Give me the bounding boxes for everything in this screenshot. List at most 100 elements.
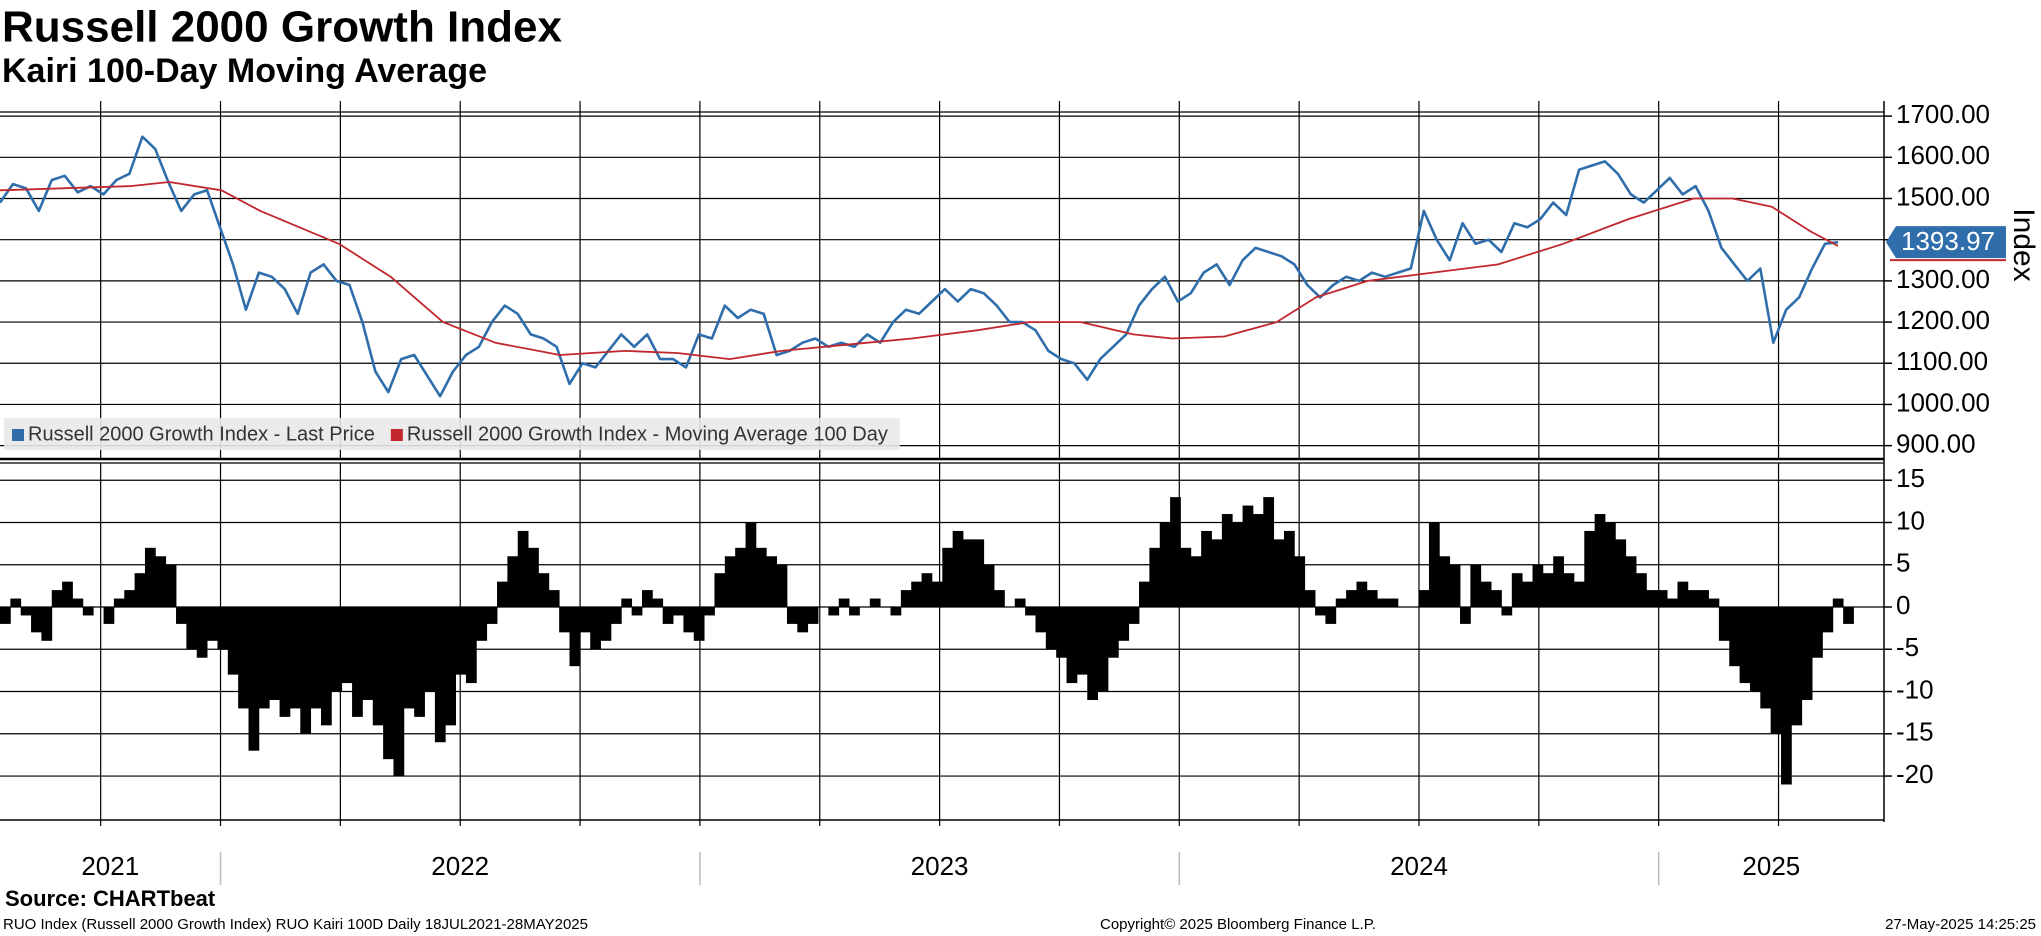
bar [621, 598, 633, 607]
bar [1604, 522, 1616, 607]
chart-title: Russell 2000 Growth Index [2, 3, 562, 52]
bar [1760, 607, 1772, 709]
legend-swatch [12, 429, 24, 441]
last-value-tag: 1393.97 [1886, 226, 2006, 262]
bar [766, 556, 778, 607]
bar [103, 607, 115, 624]
x-tick-label: 2024 [1390, 851, 1448, 881]
bar [1107, 607, 1119, 658]
bar [1594, 514, 1606, 607]
bar [1346, 590, 1357, 607]
y-tick-label: 0 [1896, 590, 1910, 620]
bar [517, 530, 529, 607]
bar [1045, 607, 1057, 650]
bar [1656, 590, 1668, 607]
bar [165, 564, 177, 607]
bar [289, 607, 301, 709]
bar [497, 581, 508, 607]
y-tick-label: 1100.00 [1896, 346, 1988, 376]
y-tick-label: -15 [1896, 717, 1934, 747]
y-tick-label: 900.00 [1896, 429, 1976, 459]
bar [1087, 607, 1099, 700]
bar [1636, 573, 1647, 607]
bar [1118, 607, 1130, 641]
bar [1460, 607, 1471, 624]
bar [248, 607, 260, 751]
bar [1542, 573, 1554, 607]
bar [362, 607, 374, 700]
bar [414, 607, 425, 717]
bar [631, 607, 643, 616]
bar [1315, 607, 1326, 616]
bar [1439, 556, 1451, 607]
bar [942, 547, 954, 607]
timestamp: 27-May-2025 14:25:25 [1885, 916, 2036, 933]
bar [900, 590, 912, 607]
y-tick-label: 15 [1896, 463, 1925, 493]
y-tick-label: 1000.00 [1896, 387, 1990, 417]
bar [538, 573, 550, 607]
bar [962, 539, 974, 607]
bar [186, 607, 198, 650]
bar [1843, 607, 1854, 624]
bar [1749, 607, 1761, 692]
bar [1221, 514, 1233, 607]
bar [1563, 573, 1575, 607]
bar [51, 590, 63, 607]
bar [176, 607, 187, 624]
bar [693, 607, 705, 641]
bar [72, 598, 84, 607]
bar [590, 607, 601, 650]
bar [1366, 590, 1378, 607]
bar [1232, 522, 1243, 607]
bar [1584, 530, 1596, 607]
bar [1573, 581, 1585, 607]
bar [1739, 607, 1751, 684]
bar [1511, 573, 1523, 607]
bar [1035, 607, 1047, 633]
bar [673, 607, 684, 616]
bar [1252, 514, 1264, 607]
bar [341, 607, 353, 684]
bar [1159, 522, 1171, 607]
bar [1791, 607, 1803, 726]
y-tick-label: -5 [1896, 632, 1919, 662]
y-tick-label: 1500.00 [1896, 181, 1990, 211]
bar [1387, 598, 1399, 607]
bar [1201, 530, 1212, 607]
bar [310, 607, 322, 709]
bar [1180, 547, 1192, 607]
legend-label: Russell 2000 Growth Index - Moving Avera… [407, 423, 888, 445]
bar [1283, 530, 1295, 607]
bar [724, 556, 736, 607]
footnote: RUO Index (Russell 2000 Growth Index) RU… [3, 916, 588, 933]
bar [1190, 556, 1202, 607]
bar [1646, 590, 1658, 607]
bar [1335, 598, 1347, 607]
bar [1687, 590, 1699, 607]
bar [1770, 607, 1782, 734]
bar [1625, 556, 1637, 607]
bar [41, 607, 53, 641]
last-value-label: 1393.97 [1901, 226, 1995, 256]
series-line [0, 181, 1839, 360]
bar [1242, 505, 1254, 607]
bar [1718, 607, 1730, 641]
bar [455, 607, 467, 675]
bar [807, 607, 819, 624]
bar [1356, 581, 1368, 607]
bar [10, 598, 22, 607]
bar [269, 607, 280, 700]
bar [1677, 581, 1689, 607]
bar [838, 598, 850, 607]
bar [1294, 556, 1306, 607]
bar [1377, 598, 1388, 607]
bar [1470, 564, 1482, 607]
copyright: Copyright© 2025 Bloomberg Finance L.P. [1100, 916, 1376, 933]
bar [1522, 581, 1533, 607]
bar [745, 522, 757, 607]
grid [0, 101, 1884, 458]
marks [0, 135, 1839, 398]
bar [320, 607, 332, 726]
